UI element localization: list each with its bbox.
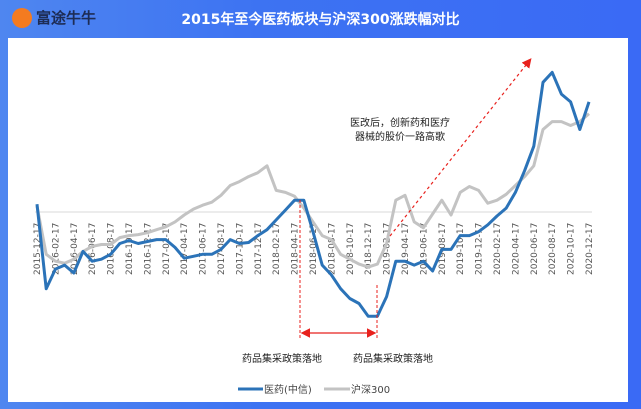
- reform-note-line2: 器械的股价一路高歌: [355, 130, 445, 143]
- policy-label-1: 药品集采政策落地: [242, 352, 322, 365]
- x-tick-label: 2020-10-17: [567, 223, 577, 275]
- chart-panel: [8, 38, 628, 402]
- brand-logo: 富途牛牛: [12, 7, 96, 28]
- x-tick-label: 2020-08-17: [548, 223, 558, 275]
- bull-logo-icon: [12, 7, 32, 28]
- x-tick-label: 2020-06-17: [530, 223, 540, 275]
- x-tick-label: 2018-08-17: [327, 223, 337, 275]
- x-tick-label: 2019-12-17: [475, 223, 485, 275]
- x-tick-label: 2019-06-17: [419, 223, 429, 275]
- x-tick-label: 2016-08-17: [107, 223, 117, 275]
- header: 富途牛牛 2015年至今医药板块与沪深300涨跌幅对比: [0, 0, 641, 36]
- x-tick-label: 2018-10-17: [346, 223, 356, 275]
- x-tick-label: 2016-02-17: [51, 223, 61, 275]
- x-tick-label: 2018-06-17: [309, 223, 319, 275]
- series-line-hs300: [35, 112, 590, 269]
- series-line-medicine: [35, 70, 591, 318]
- x-tick-label: 2016-04-17: [70, 223, 80, 275]
- x-tick-label: 2020-12-17: [585, 223, 595, 275]
- x-tick-label: 2018-02-17: [272, 223, 282, 275]
- legend-label-medicine: 医药(中信): [264, 383, 312, 396]
- x-tick-label: 2020-04-17: [511, 223, 521, 275]
- x-tick-label: 2019-10-17: [456, 223, 466, 275]
- legend-label-hs300: 沪深300: [351, 383, 390, 396]
- reform-note-line1: 医改后，创新药和医疗: [350, 116, 450, 129]
- x-tick-label: 2016-12-17: [143, 223, 153, 275]
- x-tick-label: 2017-12-17: [254, 223, 264, 275]
- x-tick-label: 2017-06-17: [199, 223, 209, 275]
- policy-label-2: 药品集采政策落地: [353, 352, 433, 365]
- x-tick-label: 2016-06-17: [88, 223, 98, 275]
- x-tick-label: 2019-04-17: [401, 223, 411, 275]
- x-tick-label: 2015-12-17: [33, 223, 43, 275]
- x-tick-label: 2020-02-17: [493, 223, 503, 275]
- x-tick-label: 2017-10-17: [235, 223, 245, 275]
- x-tick-label: 2019-02-17: [383, 223, 393, 275]
- brand-name: 富途牛牛: [36, 9, 97, 27]
- x-tick-label: 2016-10-17: [125, 223, 135, 275]
- x-tick-label: 2017-02-17: [162, 223, 172, 275]
- legend: 医药(中信) 沪深300: [238, 383, 390, 396]
- x-tick-label: 2017-04-17: [180, 223, 190, 275]
- chart-title: 2015年至今医药板块与沪深300涨跌幅对比: [181, 12, 460, 28]
- x-tick-label: 2018-04-17: [291, 223, 301, 275]
- x-tick-label: 2018-12-17: [364, 223, 374, 275]
- uptrend-arrow: [389, 58, 532, 237]
